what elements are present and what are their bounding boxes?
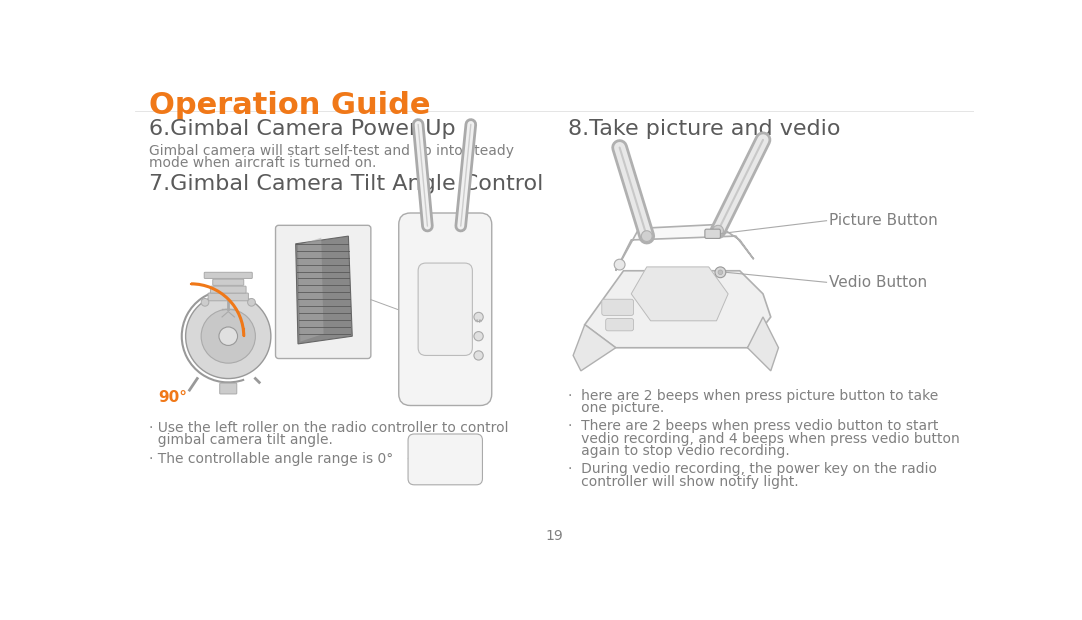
FancyBboxPatch shape [418,263,473,355]
FancyBboxPatch shape [213,279,243,285]
Circle shape [201,309,255,363]
FancyBboxPatch shape [704,229,721,239]
Text: mode when aircraft is turned on.: mode when aircraft is turned on. [149,156,377,170]
FancyBboxPatch shape [606,319,634,331]
Polygon shape [295,236,353,344]
Text: Picture Button: Picture Button [829,213,938,228]
Text: Operation Guide: Operation Guide [149,91,431,120]
Circle shape [201,298,209,306]
Text: ·  During vedio recording, the power key on the radio: · During vedio recording, the power key … [568,463,937,477]
FancyBboxPatch shape [220,383,237,394]
Circle shape [186,294,270,379]
Text: controller will show notify light.: controller will show notify light. [568,475,799,489]
Text: one picture.: one picture. [568,401,664,415]
Circle shape [248,298,255,306]
Circle shape [713,225,724,236]
Text: again to stop vedio recording.: again to stop vedio recording. [568,444,790,458]
Text: vedio recording, and 4 beeps when press vedio button: vedio recording, and 4 beeps when press … [568,432,960,446]
Text: 6.Gimbal Camera Power Up: 6.Gimbal Camera Power Up [149,119,456,139]
Circle shape [715,267,726,278]
Text: 90°: 90° [158,390,187,405]
Text: 7.Gimbal Camera Tilt Angle Control: 7.Gimbal Camera Tilt Angle Control [149,174,543,195]
Polygon shape [573,325,616,371]
Circle shape [718,270,723,275]
Text: Gimbal camera will start self-test and go into steady: Gimbal camera will start self-test and g… [149,144,514,157]
FancyBboxPatch shape [399,213,491,405]
Circle shape [474,312,484,322]
Circle shape [219,327,238,345]
Circle shape [642,231,652,242]
Text: 8.Take picture and vedio: 8.Take picture and vedio [568,119,841,139]
Polygon shape [748,317,779,371]
Text: Vedio Button: Vedio Button [829,275,927,290]
FancyBboxPatch shape [210,286,246,293]
FancyBboxPatch shape [276,225,371,358]
Text: ·  here are 2 beeps when press picture button to take: · here are 2 beeps when press picture bu… [568,389,938,402]
Polygon shape [298,237,324,342]
Polygon shape [631,267,728,321]
FancyBboxPatch shape [408,434,483,485]
FancyBboxPatch shape [208,293,249,301]
Circle shape [615,259,625,270]
Circle shape [474,332,484,341]
Text: 19: 19 [545,529,564,542]
Polygon shape [584,271,770,348]
Text: · Use the left roller on the radio controller to control: · Use the left roller on the radio contr… [149,421,509,435]
Text: gimbal camera tilt angle.: gimbal camera tilt angle. [149,433,333,447]
Polygon shape [616,224,754,271]
Circle shape [474,351,484,360]
Text: · The controllable angle range is 0°   ~ 90°  .: · The controllable angle range is 0° ~ 9… [149,452,460,466]
FancyBboxPatch shape [602,299,634,316]
FancyBboxPatch shape [204,272,252,278]
Text: ·  There are 2 beeps when press vedio button to start: · There are 2 beeps when press vedio but… [568,419,938,433]
